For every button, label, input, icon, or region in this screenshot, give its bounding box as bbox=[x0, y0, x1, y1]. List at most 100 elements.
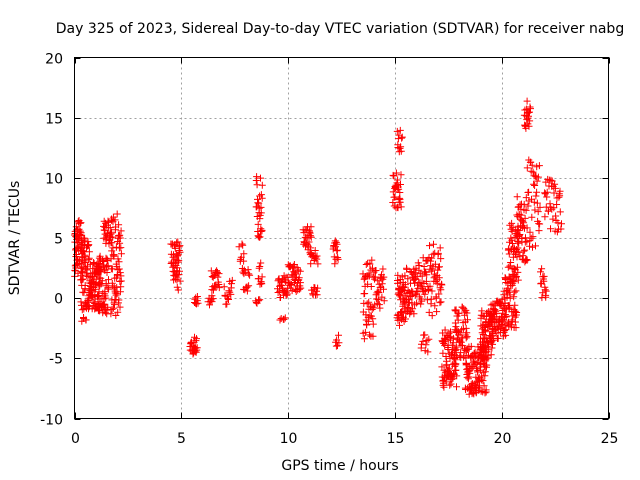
data-point bbox=[370, 304, 378, 312]
data-point bbox=[208, 292, 216, 300]
data-point bbox=[510, 278, 518, 286]
data-point bbox=[368, 306, 376, 313]
data-point bbox=[489, 340, 496, 348]
data-point bbox=[307, 233, 315, 241]
data-point bbox=[361, 328, 369, 336]
data-point bbox=[481, 368, 489, 376]
y-tick-label: 0 bbox=[54, 292, 63, 308]
data-point bbox=[514, 244, 522, 252]
data-point bbox=[547, 176, 555, 184]
data-point bbox=[531, 206, 539, 214]
data-point bbox=[85, 254, 93, 262]
data-point bbox=[535, 162, 543, 170]
data-point bbox=[517, 211, 525, 219]
data-point bbox=[442, 337, 450, 345]
data-point bbox=[481, 389, 489, 397]
data-point bbox=[425, 335, 433, 343]
data-point bbox=[421, 331, 429, 339]
data-point bbox=[115, 258, 123, 266]
data-point bbox=[96, 267, 104, 275]
data-point bbox=[521, 246, 529, 254]
data-point bbox=[508, 236, 516, 244]
data-point bbox=[174, 286, 182, 294]
data-point bbox=[77, 219, 85, 227]
data-point bbox=[104, 284, 112, 292]
y-tick-label: -10 bbox=[40, 413, 63, 429]
data-point bbox=[255, 204, 263, 212]
data-point bbox=[283, 290, 291, 298]
data-point bbox=[97, 268, 105, 276]
data-point bbox=[103, 269, 111, 276]
data-point bbox=[193, 293, 201, 300]
data-point bbox=[532, 242, 539, 250]
data-point bbox=[258, 181, 266, 189]
data-point bbox=[526, 117, 534, 125]
data-point bbox=[375, 289, 383, 296]
data-point bbox=[537, 268, 544, 276]
data-point bbox=[228, 280, 235, 288]
data-point bbox=[490, 336, 498, 344]
data-point bbox=[378, 293, 386, 301]
data-point bbox=[470, 357, 478, 365]
data-point bbox=[408, 292, 416, 300]
data-point bbox=[514, 268, 522, 276]
data-point bbox=[523, 237, 531, 245]
data-point bbox=[533, 188, 541, 196]
data-point bbox=[75, 257, 83, 265]
data-point bbox=[227, 290, 235, 298]
data-point bbox=[174, 238, 182, 246]
data-point bbox=[473, 358, 481, 366]
data-point bbox=[84, 296, 92, 304]
y-tick-label: 20 bbox=[45, 52, 63, 68]
data-point bbox=[115, 221, 123, 229]
data-point bbox=[360, 335, 368, 343]
data-point bbox=[478, 376, 486, 384]
data-point bbox=[380, 285, 387, 293]
data-point bbox=[366, 260, 374, 268]
data-point bbox=[480, 347, 488, 355]
data-point bbox=[173, 276, 181, 284]
data-point bbox=[396, 321, 403, 329]
data-point bbox=[419, 337, 427, 345]
data-point bbox=[391, 193, 399, 201]
data-point bbox=[258, 280, 266, 288]
data-point bbox=[225, 296, 232, 303]
data-point bbox=[397, 143, 405, 151]
data-point bbox=[513, 253, 521, 261]
data-point bbox=[254, 220, 262, 228]
data-point bbox=[111, 216, 119, 224]
data-point bbox=[396, 144, 404, 152]
data-point bbox=[425, 286, 432, 294]
data-point bbox=[433, 279, 441, 287]
data-point bbox=[395, 194, 403, 202]
data-point bbox=[488, 337, 496, 345]
data-point bbox=[374, 287, 382, 295]
data-point bbox=[333, 246, 341, 254]
data-point bbox=[452, 343, 460, 351]
data-point bbox=[437, 255, 445, 263]
data-point bbox=[502, 313, 510, 321]
data-point bbox=[373, 295, 381, 303]
data-point bbox=[437, 298, 445, 306]
data-point bbox=[528, 161, 536, 169]
data-point bbox=[108, 247, 116, 255]
data-point bbox=[487, 301, 495, 309]
data-point bbox=[287, 280, 295, 288]
data-point bbox=[397, 181, 404, 188]
data-point bbox=[92, 275, 100, 283]
data-point bbox=[487, 351, 495, 359]
data-point bbox=[280, 315, 288, 323]
y-tick-label: 15 bbox=[45, 112, 63, 128]
data-point bbox=[425, 308, 433, 316]
data-point bbox=[193, 335, 200, 343]
data-point bbox=[482, 327, 489, 335]
x-tick-label: 25 bbox=[601, 431, 619, 447]
data-point bbox=[173, 239, 181, 247]
data-point bbox=[74, 255, 82, 263]
data-point bbox=[556, 208, 564, 216]
data-point bbox=[423, 337, 431, 344]
data-point bbox=[524, 202, 532, 210]
data-point bbox=[424, 348, 432, 356]
data-point bbox=[530, 180, 538, 188]
